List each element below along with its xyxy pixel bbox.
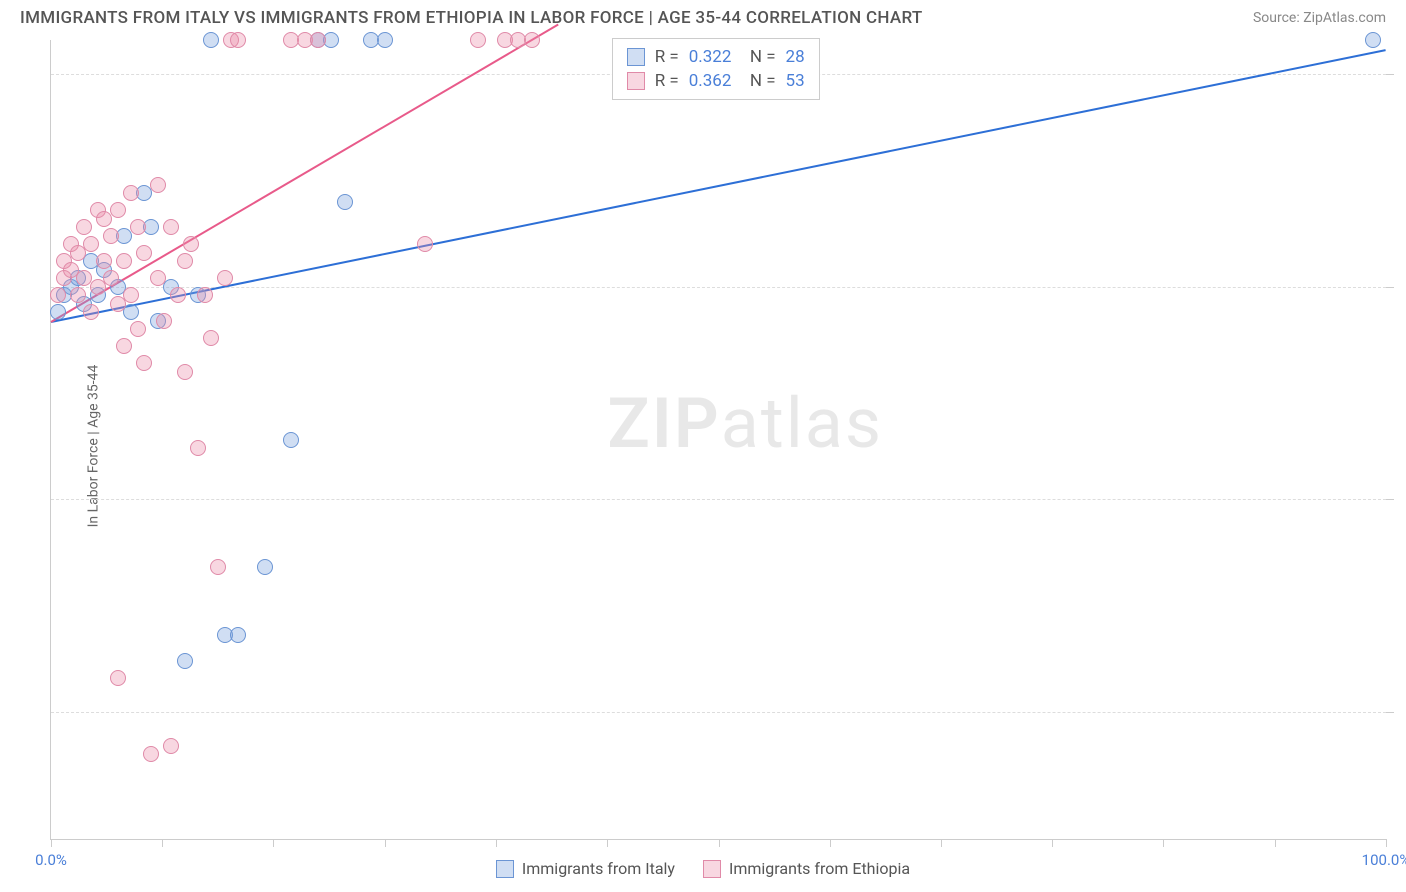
data-point xyxy=(203,32,219,48)
scatter-chart: ZIPatlas 62.5%75.0%87.5%100.0%0.0%100.0%… xyxy=(50,40,1386,840)
data-point xyxy=(177,253,193,269)
data-point xyxy=(230,627,246,643)
data-point xyxy=(163,219,179,235)
data-point xyxy=(50,287,66,303)
source-attribution: Source: ZipAtlas.com xyxy=(1253,10,1386,26)
tick-mark xyxy=(1386,499,1394,500)
data-point xyxy=(96,253,112,269)
swatch-icon xyxy=(496,860,514,878)
tick-mark xyxy=(607,839,608,847)
tick-mark xyxy=(1052,839,1053,847)
data-point xyxy=(143,746,159,762)
stats-row: R = 0.322 N = 28 xyxy=(627,45,805,69)
data-point xyxy=(177,653,193,669)
tick-mark xyxy=(1386,74,1394,75)
tick-mark xyxy=(1275,839,1276,847)
data-point xyxy=(177,364,193,380)
data-point xyxy=(116,338,132,354)
tick-mark xyxy=(830,839,831,847)
data-point xyxy=(163,738,179,754)
gridline xyxy=(51,499,1386,500)
data-point xyxy=(110,202,126,218)
tick-mark xyxy=(941,839,942,847)
watermark: ZIPatlas xyxy=(607,383,883,465)
data-point xyxy=(210,559,226,575)
chart-title: IMMIGRANTS FROM ITALY VS IMMIGRANTS FROM… xyxy=(20,8,923,28)
data-point xyxy=(70,287,86,303)
y-tick-label: 62.5% xyxy=(1396,703,1406,721)
data-point xyxy=(377,32,393,48)
tick-mark xyxy=(51,839,52,847)
data-point xyxy=(150,177,166,193)
data-point xyxy=(1365,32,1381,48)
data-point xyxy=(217,270,233,286)
data-point xyxy=(190,440,206,456)
data-point xyxy=(103,228,119,244)
data-point xyxy=(123,287,139,303)
stats-row: R = 0.362 N = 53 xyxy=(627,69,805,93)
data-point xyxy=(183,236,199,252)
data-point xyxy=(83,236,99,252)
tick-mark xyxy=(496,839,497,847)
swatch-icon xyxy=(627,72,645,90)
bottom-legend: Immigrants from Italy Immigrants from Et… xyxy=(0,859,1406,878)
stat-n-label: N = xyxy=(741,47,775,67)
tick-mark xyxy=(1386,712,1394,713)
data-point xyxy=(170,287,186,303)
data-point xyxy=(417,236,433,252)
tick-mark xyxy=(719,839,720,847)
data-point xyxy=(283,432,299,448)
data-point xyxy=(136,355,152,371)
stat-n-value: 53 xyxy=(786,71,805,91)
tick-mark xyxy=(385,839,386,847)
data-point xyxy=(83,304,99,320)
trend-line xyxy=(50,23,558,322)
stat-r-value: 0.322 xyxy=(689,47,732,67)
data-point xyxy=(230,32,246,48)
data-point xyxy=(130,321,146,337)
data-point xyxy=(470,32,486,48)
data-point xyxy=(257,559,273,575)
data-point xyxy=(76,219,92,235)
stat-r-label: R = xyxy=(655,47,679,67)
tick-mark xyxy=(162,839,163,847)
data-point xyxy=(150,270,166,286)
tick-mark xyxy=(1386,839,1387,847)
y-tick-label: 75.0% xyxy=(1396,490,1406,508)
gridline xyxy=(51,287,1386,288)
stat-r-label: R = xyxy=(655,71,679,91)
gridline xyxy=(51,712,1386,713)
data-point xyxy=(130,219,146,235)
data-point xyxy=(197,287,213,303)
stats-box: R = 0.322 N = 28R = 0.362 N = 53 xyxy=(612,38,820,100)
stat-n-value: 28 xyxy=(786,47,805,67)
data-point xyxy=(103,270,119,286)
swatch-icon xyxy=(703,860,721,878)
data-point xyxy=(136,245,152,261)
data-point xyxy=(337,194,353,210)
data-point xyxy=(116,253,132,269)
y-tick-label: 87.5% xyxy=(1396,278,1406,296)
stat-n-label: N = xyxy=(741,71,775,91)
legend-label: Immigrants from Italy xyxy=(522,859,675,878)
tick-mark xyxy=(1163,839,1164,847)
y-tick-label: 100.0% xyxy=(1396,65,1406,83)
data-point xyxy=(203,330,219,346)
data-point xyxy=(110,670,126,686)
stat-r-value: 0.362 xyxy=(689,71,732,91)
data-point xyxy=(50,304,66,320)
data-point xyxy=(123,304,139,320)
data-point xyxy=(123,185,139,201)
data-point xyxy=(310,32,326,48)
tick-mark xyxy=(1386,287,1394,288)
tick-mark xyxy=(273,839,274,847)
legend-item-ethiopia: Immigrants from Ethiopia xyxy=(703,859,910,878)
legend-label: Immigrants from Ethiopia xyxy=(729,859,910,878)
chart-header: IMMIGRANTS FROM ITALY VS IMMIGRANTS FROM… xyxy=(0,0,1406,32)
swatch-icon xyxy=(627,48,645,66)
data-point xyxy=(524,32,540,48)
legend-item-italy: Immigrants from Italy xyxy=(496,859,675,878)
data-point xyxy=(156,313,172,329)
